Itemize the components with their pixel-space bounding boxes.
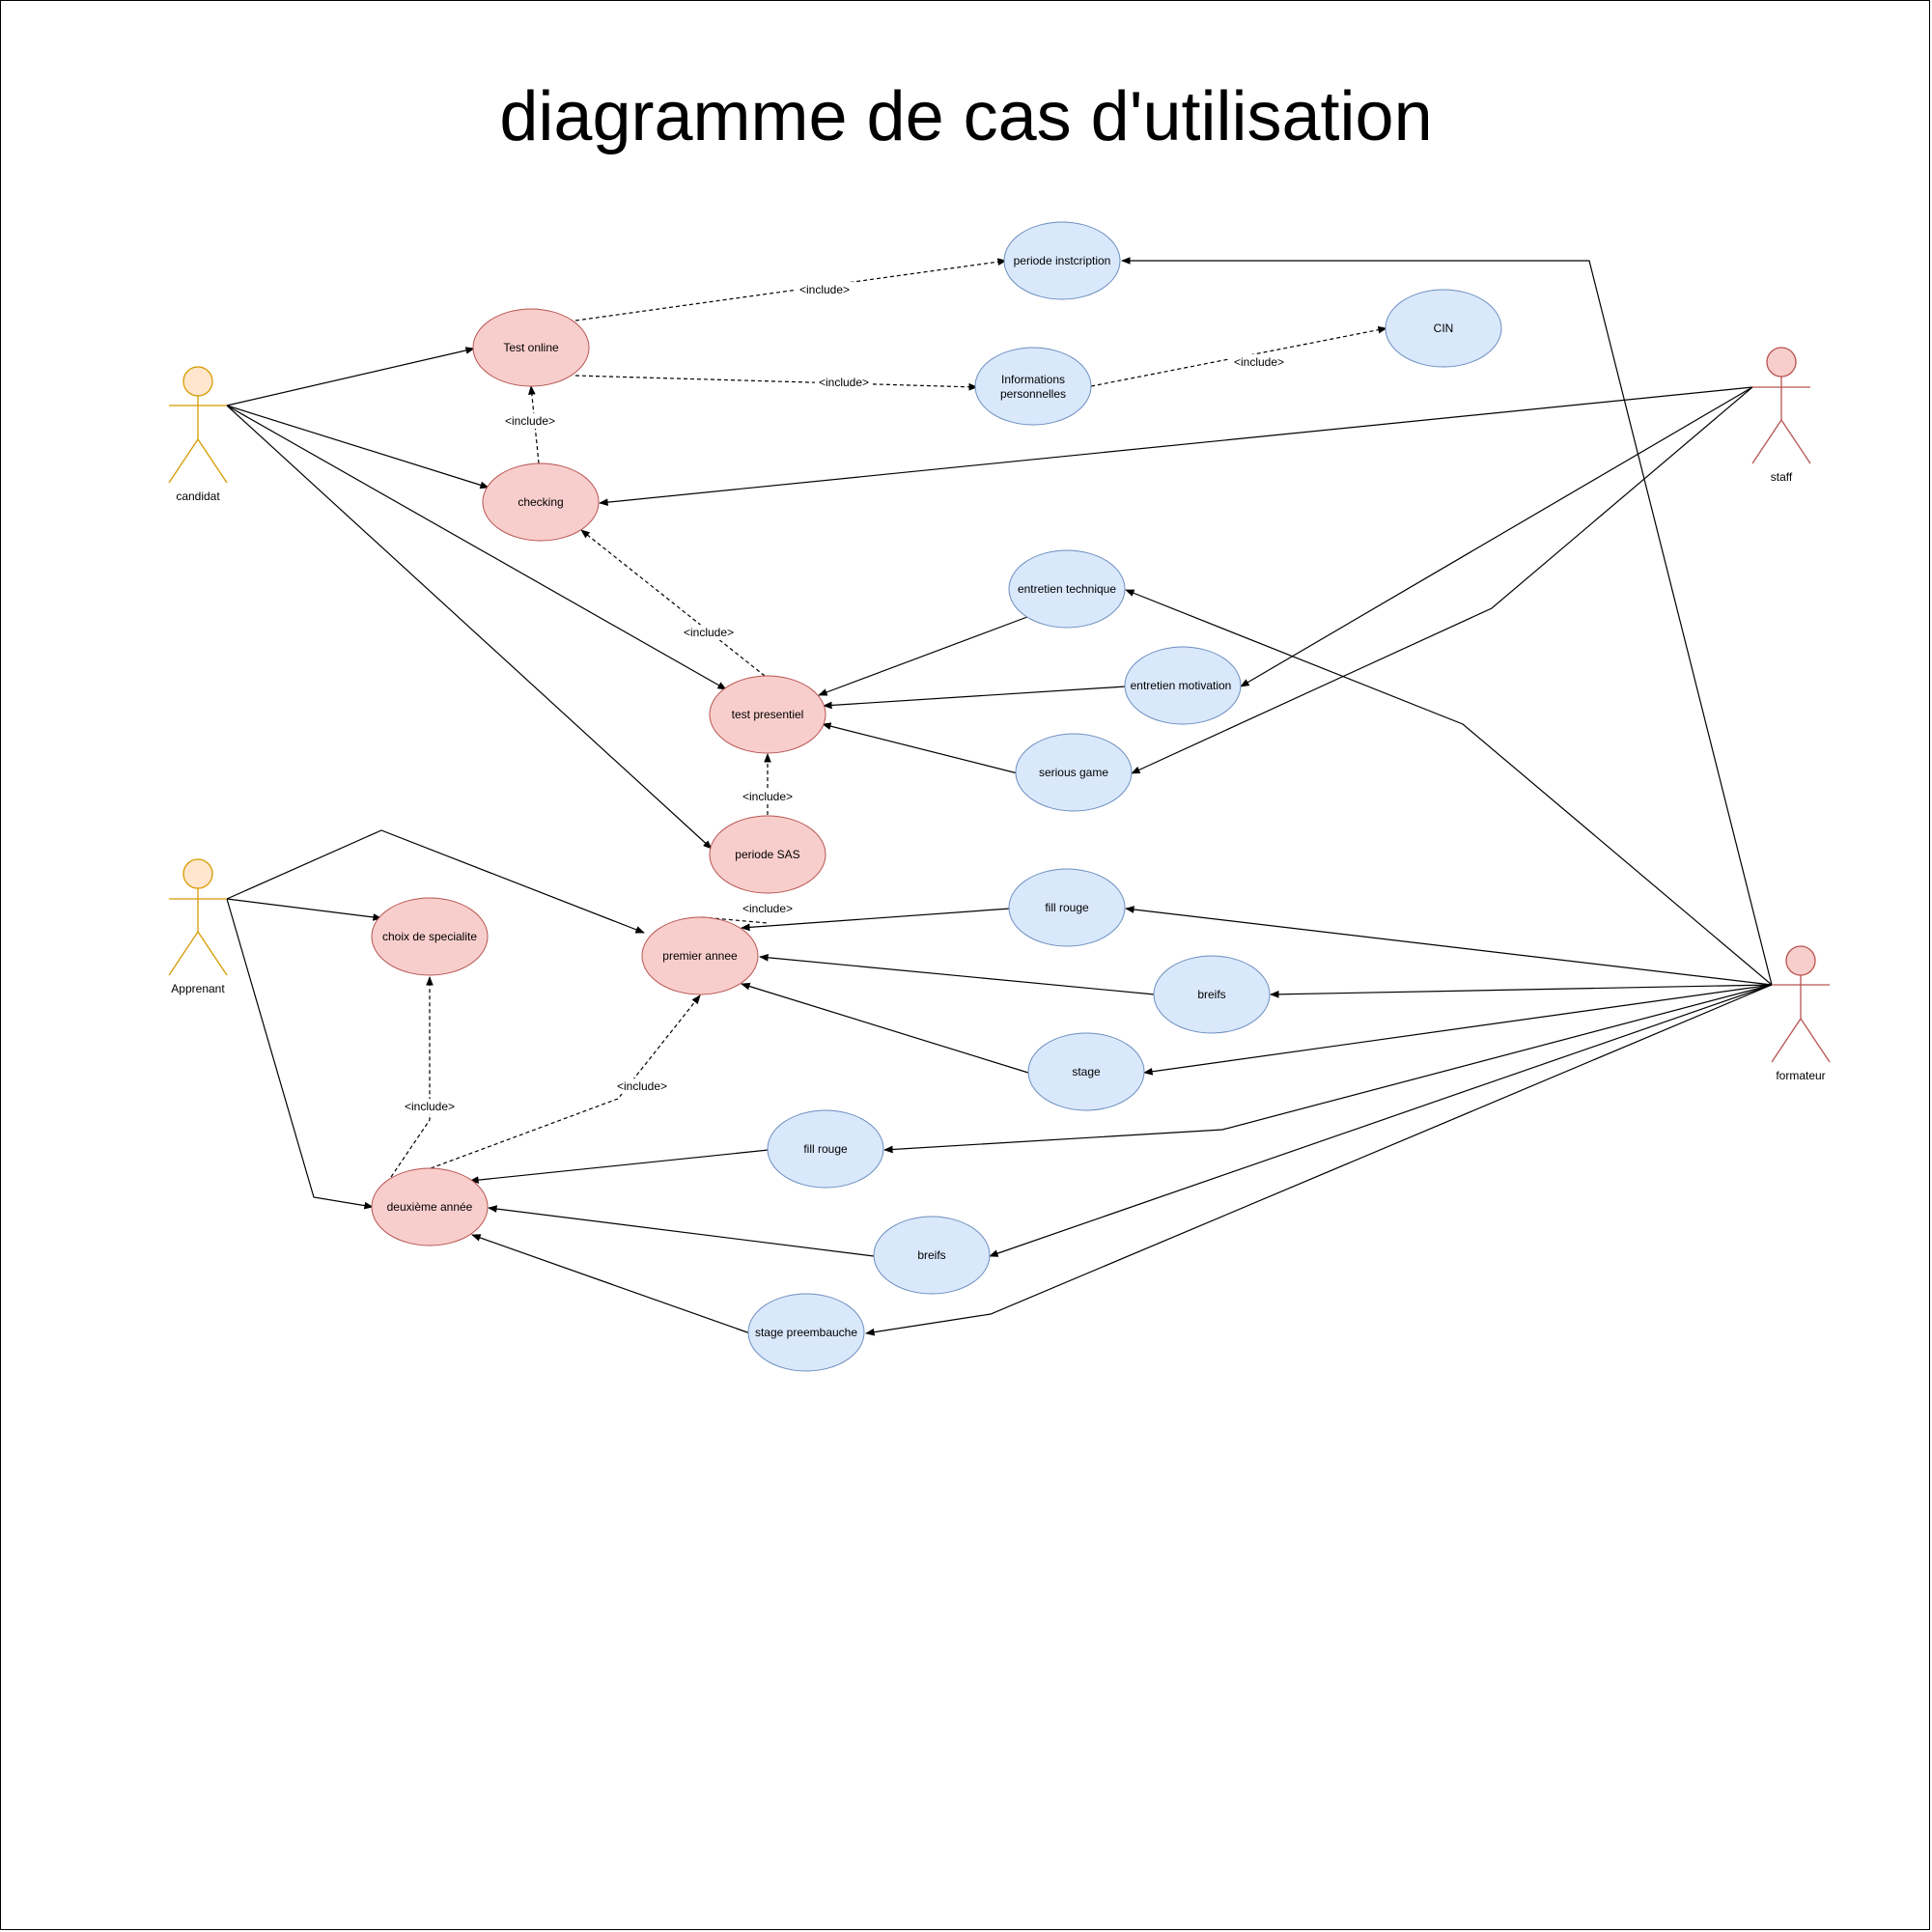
- use-case-label: stage: [1072, 1065, 1101, 1078]
- use-case-label-line-1: Informations: [1001, 373, 1065, 386]
- include-label-premier-annee: <include>: [742, 902, 793, 915]
- use-case-label: fill rouge: [1045, 901, 1089, 914]
- assoc-candidat-periode-sas: [226, 405, 713, 850]
- use-case-premier-annee[interactable]: premier annee: [641, 916, 759, 995]
- assoc-serious-game-test-presentiel: [822, 722, 1019, 774]
- use-case-label: deuxième année: [387, 1200, 473, 1214]
- actor-label: formateur: [1776, 1069, 1825, 1082]
- include-test-online-informations: [574, 375, 978, 391]
- assoc-stage-preembauche-deuxieme-annee: [471, 1234, 751, 1334]
- include-label-test-presentiel: <include>: [684, 626, 734, 639]
- assoc-candidat-checking: [226, 405, 490, 490]
- assoc-formateur-periode-inscription: [1121, 257, 1773, 986]
- use-case-informations-personnelles[interactable]: Informations personnelles: [974, 347, 1092, 426]
- assoc-staff-checking: [599, 386, 1753, 506]
- assoc-fill-rouge-2-deuxieme-annee: [469, 1149, 770, 1184]
- use-case-cin[interactable]: CIN: [1385, 289, 1502, 368]
- include-test-presentiel-checking: [580, 529, 766, 677]
- use-case-fill-rouge-1[interactable]: fill rouge: [1008, 868, 1126, 947]
- actor-label: Apprenant: [171, 982, 225, 995]
- use-case-label: entretien technique: [1018, 582, 1116, 596]
- use-case-label: stage preembauche: [755, 1326, 857, 1339]
- use-case-stage[interactable]: stage: [1027, 1032, 1145, 1111]
- use-case-label: choix de specialite: [382, 930, 477, 943]
- associations: [226, 257, 1773, 1336]
- use-case-fill-rouge-2[interactable]: fill rouge: [767, 1109, 884, 1189]
- use-case-label: periode SAS: [735, 848, 799, 861]
- include-deuxieme-annee-choix-specialite: [390, 976, 434, 1178]
- assoc-entretien-technique-test-presentiel: [818, 616, 1028, 696]
- use-case-choix-specialite[interactable]: choix de specialite: [371, 897, 489, 976]
- use-case-label: breifs: [917, 1248, 945, 1262]
- assoc-formateur-fill-rouge-1: [1125, 906, 1773, 986]
- assoc-formateur-stage: [1143, 984, 1773, 1076]
- use-case-label: checking: [518, 495, 563, 509]
- use-case-label: breifs: [1197, 988, 1225, 1001]
- assoc-breifs-2-deuxieme-annee: [488, 1205, 875, 1257]
- assoc-formateur-entretien-technique: [1125, 589, 1773, 986]
- assoc-breifs-1-premier-annee: [759, 953, 1156, 995]
- actor-apprenant[interactable]: Apprenant: [168, 858, 228, 995]
- assoc-candidat-test-online: [226, 347, 475, 406]
- include-label-choix-specialite: <include>: [405, 1100, 455, 1113]
- include-premier-annee-periode-sas: [701, 916, 769, 924]
- use-case-label: CIN: [1434, 322, 1454, 335]
- use-case-label: periode instcription: [1014, 254, 1111, 267]
- assoc-candidat-test-presentiel: [226, 405, 727, 690]
- include-label-cin: <include>: [1234, 355, 1284, 369]
- use-case-test-online[interactable]: Test online: [472, 308, 590, 387]
- actor-label: staff: [1771, 470, 1793, 484]
- diagram-title: diagramme de cas d'utilisation: [499, 78, 1433, 155]
- use-case-periode-sas[interactable]: periode SAS: [709, 815, 826, 894]
- use-case-entretien-technique[interactable]: entretien technique: [1008, 549, 1126, 629]
- use-case-deuxieme-annee[interactable]: deuxième année: [371, 1167, 489, 1246]
- actor-staff[interactable]: staff: [1751, 347, 1811, 484]
- assoc-formateur-breifs-2: [989, 984, 1773, 1257]
- use-case-breifs-1[interactable]: breifs: [1153, 955, 1271, 1034]
- include-label-periode-sas: <include>: [742, 790, 793, 803]
- assoc-apprenant-deuxieme-annee: [226, 898, 374, 1210]
- assoc-apprenant-choix-specialite: [226, 898, 382, 921]
- assoc-formateur-stage-preembauche: [865, 984, 1773, 1336]
- include-label-deuxieme-annee: <include>: [617, 1079, 667, 1093]
- actor-formateur[interactable]: formateur: [1771, 945, 1831, 1082]
- use-case-label: serious game: [1039, 766, 1108, 779]
- include-checking-test-online: [528, 385, 540, 464]
- actor-candidat[interactable]: candidat: [168, 366, 228, 503]
- assoc-staff-entretien-motivation: [1240, 386, 1753, 687]
- include-label-checking: <include>: [505, 414, 555, 428]
- use-case-label: entretien motivation: [1131, 679, 1232, 692]
- include-label-informations: <include>: [819, 376, 869, 389]
- use-case-periode-inscription[interactable]: periode instcription: [1003, 221, 1121, 300]
- assoc-entretien-motivation-test-presentiel: [823, 686, 1127, 710]
- assoc-stage-premier-annee: [741, 982, 1029, 1074]
- include-label-periode-inscription: <include>: [799, 283, 850, 296]
- include-labels: <include> <include> <include> <include> …: [401, 282, 1288, 1114]
- use-case-breifs-2[interactable]: breifs: [873, 1216, 991, 1295]
- use-case-label: premier annee: [662, 949, 738, 963]
- assoc-staff-serious-game: [1131, 386, 1753, 774]
- assoc-fill-rouge-1-premier-annee: [741, 908, 1011, 932]
- use-case-stage-preembauche[interactable]: stage preembauche: [747, 1293, 865, 1372]
- assoc-apprenant-premier-annee: [226, 829, 645, 934]
- actor-label: candidat: [176, 490, 220, 503]
- include-relations: [390, 258, 1387, 1178]
- include-deuxieme-annee-premier-annee: [430, 994, 701, 1169]
- use-case-entretien-motivation[interactable]: entretien motivation: [1124, 646, 1242, 725]
- use-case-label: Test online: [503, 341, 559, 354]
- use-case-test-presentiel[interactable]: test presentiel: [709, 675, 826, 754]
- assoc-formateur-breifs-1: [1270, 984, 1773, 998]
- use-case-label: test presentiel: [732, 708, 804, 721]
- assoc-formateur-fill-rouge-2: [883, 984, 1773, 1154]
- use-case-label: fill rouge: [803, 1142, 848, 1156]
- use-case-checking[interactable]: checking: [482, 462, 600, 542]
- include-test-online-periode-inscription: [574, 258, 1007, 322]
- use-case-serious-game[interactable]: serious game: [1015, 733, 1133, 812]
- use-case-label-line-2: personnelles: [1000, 387, 1066, 401]
